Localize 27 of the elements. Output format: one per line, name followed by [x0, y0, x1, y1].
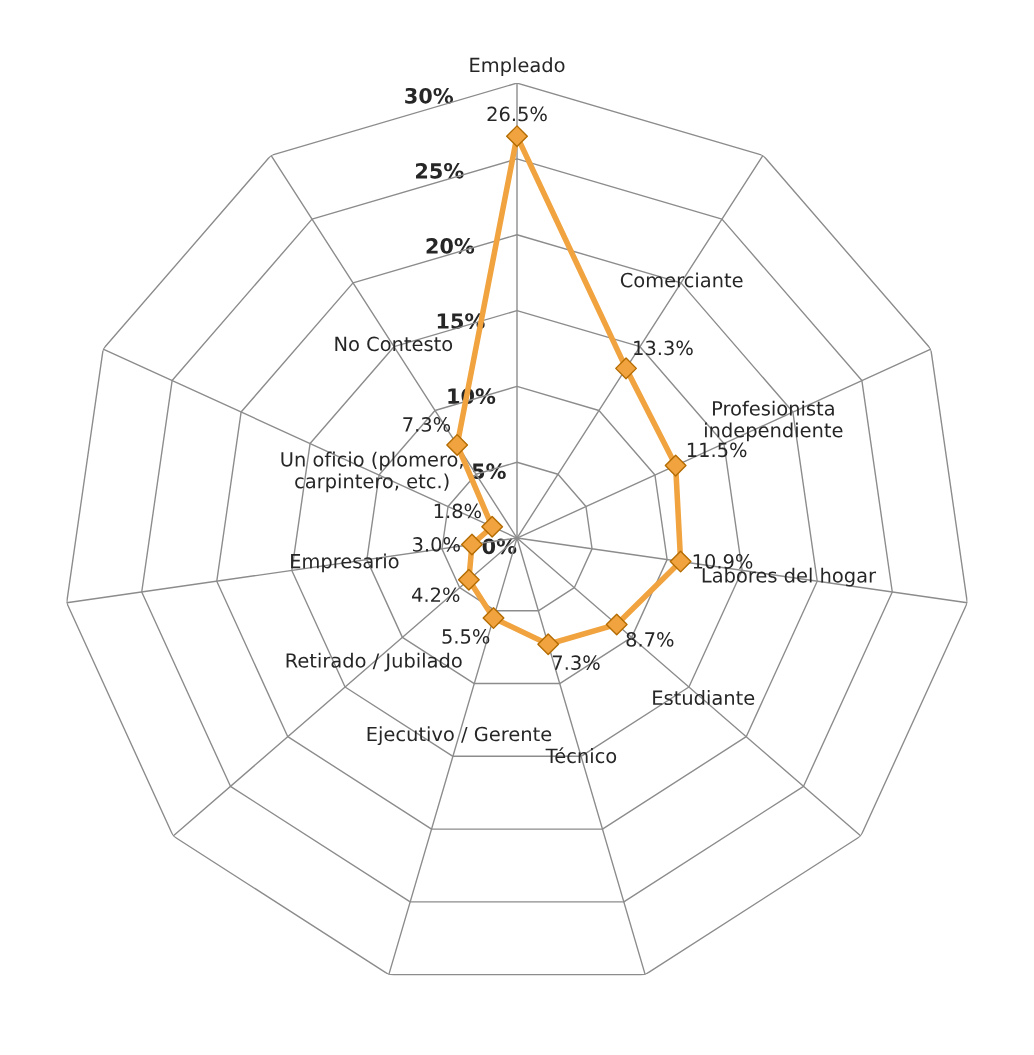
data-label: 13.3% [634, 340, 693, 356]
spoke-label: Labores del hogar [702, 567, 877, 587]
data-label: 3.0% [413, 537, 460, 552]
data-label: 1.8% [434, 503, 481, 519]
spoke-label: Comerciante [620, 272, 743, 288]
spoke-label: Estudiante [653, 690, 755, 706]
spoke-label: Técnico [545, 747, 617, 764]
data-label: 7.3% [552, 655, 600, 670]
spoke-label: Empleado [470, 57, 565, 77]
y-tick-label: 5% [472, 463, 506, 480]
spoke-label: Ejecutivo / Gerente [367, 726, 552, 746]
data-label: 11.5% [687, 442, 747, 458]
data-label: 7.3% [403, 417, 451, 432]
data-label: 5.5% [442, 629, 490, 644]
y-tick-label: 0% [482, 538, 517, 555]
spoke-label: Retirado / Jubilado [286, 652, 462, 672]
spoke-label: Un oficio (plomero, carpintero, etc.) [281, 451, 463, 493]
data-label: 8.7% [626, 632, 674, 647]
data-label: 4.2% [412, 587, 460, 603]
y-tick-label: 20% [426, 238, 475, 254]
spoke-label: No Contesto [335, 336, 453, 352]
y-tick-label: 30% [405, 87, 454, 104]
data-label: 26.5% [487, 106, 547, 122]
data-label: 10.9% [693, 554, 753, 569]
spoke-label: Profesionista independiente [705, 400, 843, 442]
spoke-label: Empresario [291, 553, 399, 573]
y-tick-label: 25% [416, 162, 464, 179]
